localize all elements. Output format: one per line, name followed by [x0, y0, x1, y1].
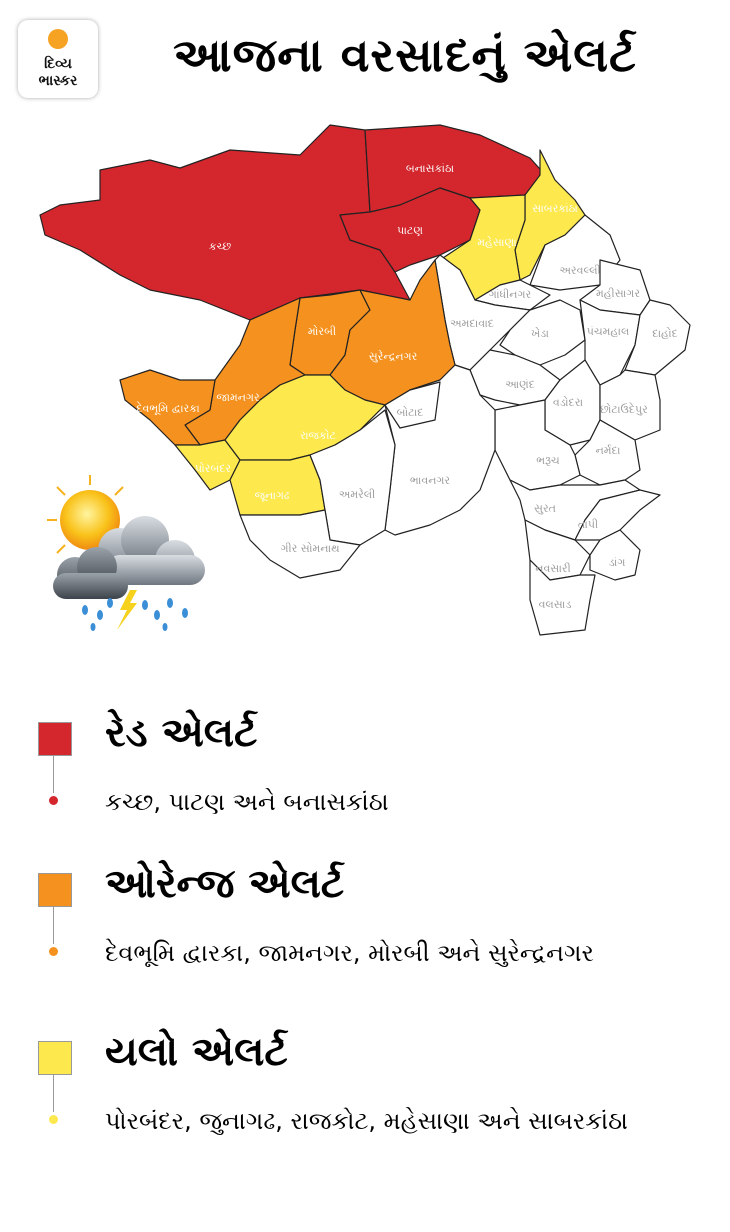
district-label: બોટાદ [397, 406, 424, 419]
district-label: દેવભૂમિ દ્વારકા [136, 401, 200, 415]
district-label: અમદાવાદ [450, 317, 494, 330]
district-shape [589, 529, 641, 581]
legend-connector-line [53, 906, 54, 944]
district-shape [309, 409, 396, 546]
legend-title: યલો એલર્ટ [105, 1029, 288, 1075]
gujarat-district-map: કચ્છ બનાસકાંઠા પાટણ સાબરકાંઠા મહેસાણા અરવલ્લી… [39, 124, 691, 636]
district-label: ભરૂચ [536, 454, 560, 467]
district-label: આણંદ [505, 378, 535, 391]
legend-districts: દેવભૂમિ દ્વારકા, જામનગર, મોરબી અને સુરેન… [105, 939, 594, 967]
district-label: સુરત [534, 502, 556, 515]
page-title: આજના વરસાદનું એલર્ટ [173, 28, 637, 82]
district-label: પંચમહાલ [587, 325, 630, 338]
district-shape [529, 559, 596, 636]
district-label: દાહોદ [652, 327, 678, 340]
legend-connector-line [53, 1074, 54, 1112]
district-33 [239, 509, 361, 579]
district-22 [529, 559, 596, 636]
divya-bhaskar-logo: દિવ્ય ભાસ્કર [18, 20, 98, 98]
legend-districts: કચ્છ, પાટણ અને બનાસકાંઠા [105, 788, 389, 816]
logo-line1: દિવ્ય [44, 56, 72, 72]
district-label: મહીસાગર [596, 287, 640, 300]
district-6 [529, 214, 621, 291]
legend-dot [49, 947, 58, 956]
district-shape [229, 454, 326, 516]
district-shape [499, 299, 586, 366]
weather-rain-cloud-icon [47, 475, 205, 631]
district-shape [384, 381, 441, 429]
district-label: જૂનાગઢ [255, 489, 290, 502]
logo-line2: ભાસ્કર [38, 73, 78, 89]
district-32 [384, 381, 441, 429]
legend-color-swatch [38, 722, 72, 756]
district-label: વડોદરા [553, 396, 583, 409]
district-label: જામનગર [216, 391, 260, 404]
district-label: અમરેલી [339, 488, 376, 501]
district-label: સાબરકાંઠા [532, 202, 578, 215]
district-label: ભાવનગર [410, 474, 451, 487]
district-26 [119, 369, 216, 446]
district-label: મહેસાણા [477, 236, 517, 249]
district-shape [239, 509, 361, 579]
district-19 [574, 489, 661, 541]
district-label: છોટાઉદેપુર [600, 402, 648, 416]
district-31 [309, 409, 396, 546]
district-label: રાજકોટ [300, 429, 336, 442]
district-21 [589, 529, 641, 581]
district-10 [499, 299, 586, 366]
district-label: નવસારી [535, 562, 571, 575]
legend-dot [49, 796, 58, 805]
district-shape [119, 369, 216, 446]
legend-title: ઓરેન્જ એલર્ટ [105, 861, 345, 907]
district-label: ગીર સોમનાથ [280, 542, 339, 555]
district-shape [574, 489, 661, 541]
legend-color-swatch [38, 1041, 72, 1075]
legend-districts: પોરબંદર, જુનાગઢ, રાજકોટ, મહેસાણા અને સાબ… [105, 1107, 628, 1135]
district-shape [494, 399, 581, 491]
district-label: ખેડા [531, 327, 549, 340]
district-29 [229, 454, 326, 516]
district-label: કચ્છ [209, 240, 232, 253]
district-label: અરવલ્લી [559, 264, 600, 277]
legend-connector-line [53, 755, 54, 793]
legend-dot [49, 1115, 58, 1124]
sun-logo-icon [48, 29, 68, 49]
district-label: ગાંધીનગર [489, 288, 532, 301]
legend-title: રેડ એલર્ટ [105, 710, 258, 756]
district-shape [529, 214, 621, 291]
legend-color-swatch [38, 873, 72, 907]
district-17 [494, 399, 581, 491]
district-label: નર્મદા [596, 444, 621, 457]
district-label: વલસાડ [539, 598, 572, 611]
district-label: બનાસકાંઠા [406, 162, 454, 175]
district-label: પાટણ [397, 224, 423, 237]
district-label: સુરેન્દ્રનગર [369, 350, 418, 363]
district-label: મોરબી [308, 325, 336, 338]
district-label: પોરબંદર [195, 462, 232, 475]
district-label: ડાંગ [609, 556, 626, 569]
district-label: તાપી [578, 518, 598, 531]
